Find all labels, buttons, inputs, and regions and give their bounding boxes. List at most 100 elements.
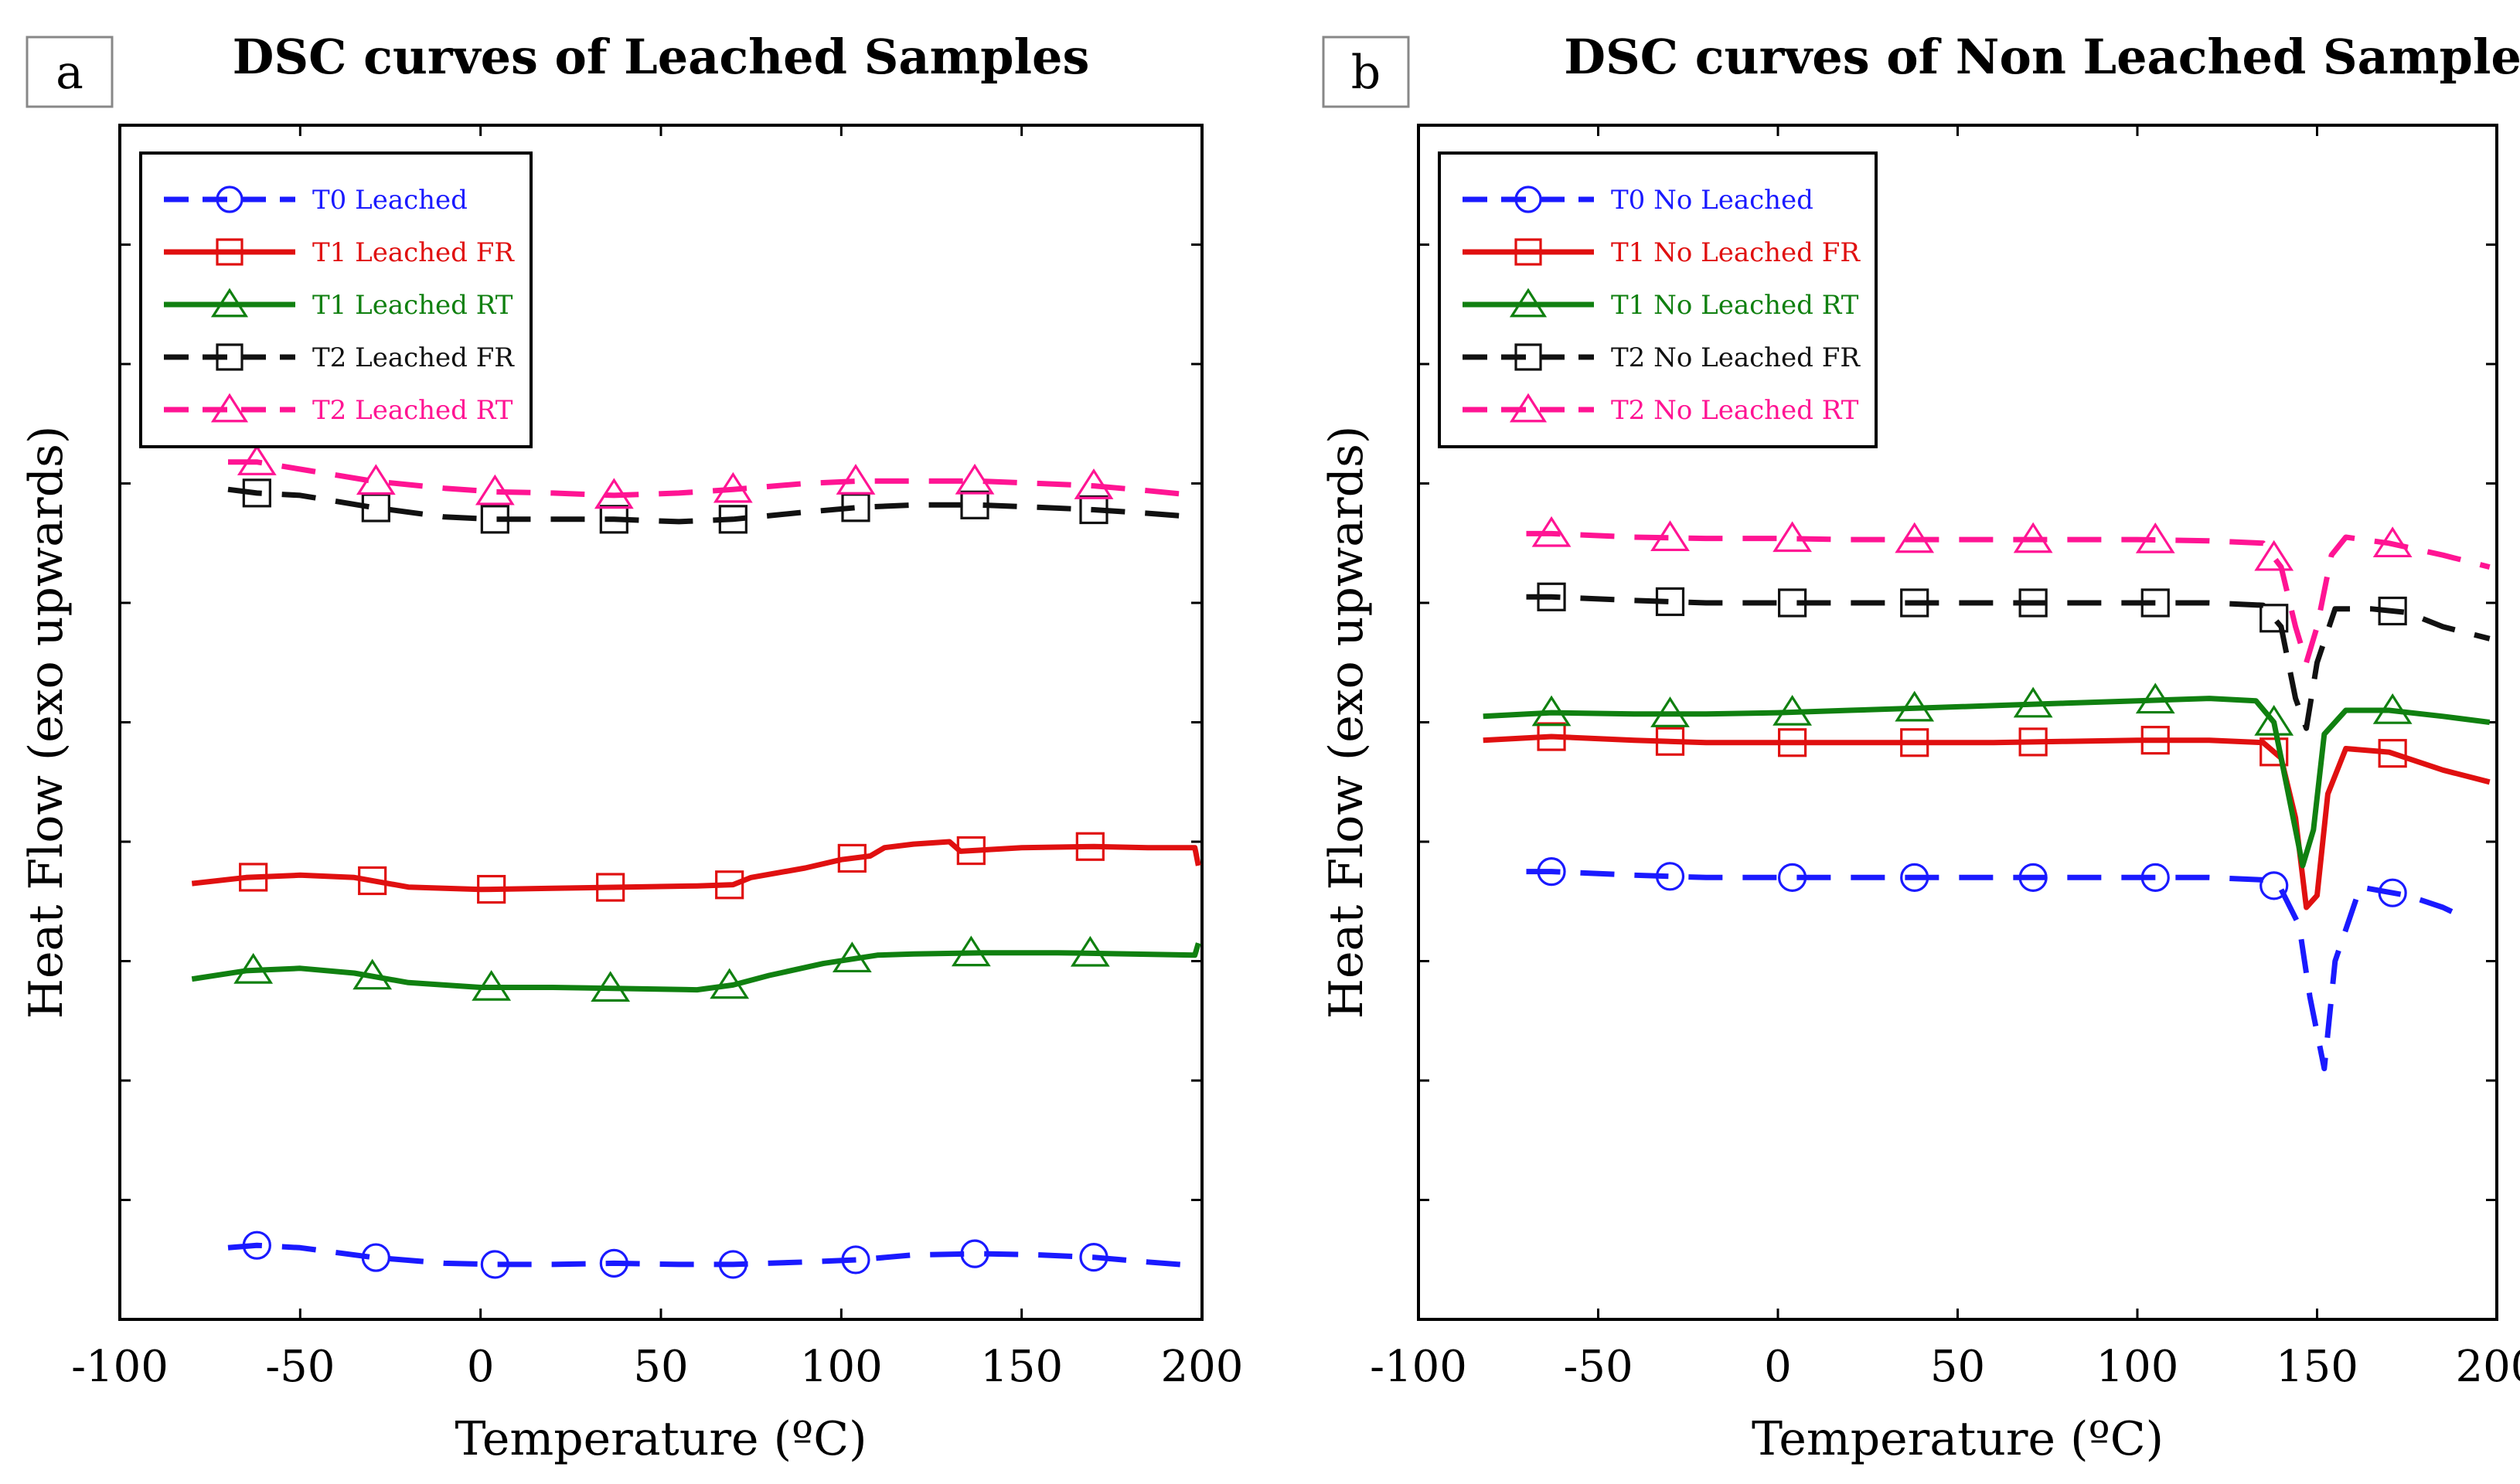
legend-label: T1 No Leached FR (1611, 237, 1861, 268)
data-point-marker (1074, 468, 1114, 499)
series-line-t1-leached-rt (191, 942, 1201, 993)
data-point-marker (1900, 728, 1929, 757)
legend-marker (210, 288, 249, 318)
legend-marker (1509, 393, 1548, 423)
legend-label: T2 No Leached FR (1611, 342, 1861, 373)
data-point-marker (2140, 863, 2170, 892)
legend-marker (216, 186, 243, 213)
data-point-marker (2259, 737, 2289, 767)
data-point-marker (1773, 521, 1813, 553)
data-point-marker (358, 866, 387, 896)
data-point-marker (2018, 863, 2048, 892)
data-point-marker (2135, 682, 2175, 714)
x-tick-label: 100 (800, 1342, 883, 1392)
series-t1-no-leached-rt (1483, 682, 2491, 869)
data-point-marker (715, 870, 744, 900)
legend: T0 Leached T1 Leached FR T1 Leached RT T2 L… (139, 151, 533, 448)
x-tick-label: 150 (2276, 1342, 2358, 1392)
data-point-marker (2372, 526, 2413, 558)
data-point-marker (239, 863, 268, 892)
series-line-t1-no-leached-fr (1483, 733, 2491, 910)
legend-marker (216, 343, 243, 371)
legend-item: T2 Leached FR (164, 342, 515, 373)
x-tick-label: -100 (71, 1342, 169, 1392)
data-point-marker (475, 474, 515, 505)
legend-item: T0 No Leached (1463, 185, 1813, 216)
x-tick-label: 50 (1930, 1342, 1985, 1392)
y-axis-label: Heat Flow (exo upwards) (19, 426, 73, 1019)
data-point-marker (710, 968, 750, 999)
legend-label: T2 No Leached RT (1611, 395, 1859, 426)
series-t2-leached-fr (227, 478, 1195, 534)
data-point-marker (841, 1245, 870, 1275)
data-point-marker (960, 490, 989, 519)
legend-label: T1 Leached FR (312, 237, 515, 268)
data-point-marker (1778, 588, 1807, 618)
x-tick-label: 150 (980, 1342, 1063, 1392)
legend-marker (1509, 288, 1548, 318)
data-point-marker (1537, 722, 1566, 751)
data-point-marker (1895, 522, 1935, 553)
series-t2-no-leached-rt (1526, 516, 2491, 665)
legend-label: T0 No Leached (1611, 185, 1813, 216)
data-point-marker (2018, 727, 2048, 757)
legend-item: T2 No Leached RT (1463, 393, 1859, 426)
legend-label: T2 Leached FR (312, 342, 515, 373)
data-point-marker (2254, 539, 2294, 571)
chart-title: DSC curves of Non Leached Samples (1564, 29, 2520, 85)
x-tick-label: 0 (1764, 1342, 1792, 1392)
series-t2-leached-rt (228, 444, 1196, 509)
data-point-marker (956, 836, 986, 866)
data-point-marker (480, 505, 509, 534)
chart-title: DSC curves of Leached Samples (233, 29, 1090, 85)
data-point-marker (1900, 863, 1929, 892)
data-point-marker (832, 941, 872, 973)
series-line-t0-no-leached (1526, 869, 2470, 1071)
data-point-marker (1655, 862, 1685, 891)
data-point-marker (951, 935, 991, 967)
panel-label: b (1351, 46, 1381, 100)
data-point-marker (356, 464, 396, 495)
data-point-marker (2013, 522, 2053, 553)
data-point-marker (1537, 582, 1566, 611)
data-point-marker (837, 843, 867, 873)
data-point-marker (836, 464, 876, 495)
series-t0-leached (227, 1230, 1195, 1279)
legend-item: T2 No Leached FR (1463, 342, 1861, 373)
x-tick-label: 100 (2096, 1342, 2179, 1392)
series-line-t2-leached-rt (228, 459, 1196, 499)
legend-label: T0 Leached (312, 185, 468, 216)
data-point-marker (477, 874, 506, 904)
x-tick-label: 200 (1161, 1342, 1244, 1392)
y-axis-label: Heat Flow (exo upwards) (1320, 426, 1374, 1019)
x-tick-label: -50 (1563, 1342, 1633, 1392)
x-axis-label: Temperature (ºC) (1752, 1412, 2164, 1466)
series-line-t1-no-leached-rt (1483, 696, 2491, 869)
legend-marker (210, 393, 249, 423)
panel-label-box (26, 36, 114, 108)
data-point-marker (1650, 520, 1690, 552)
legend-item: T2 Leached RT (164, 393, 513, 426)
data-point-marker (2259, 871, 2289, 900)
data-point-marker (2140, 726, 2170, 755)
data-point-marker (1655, 727, 1685, 756)
x-tick-label: 0 (467, 1342, 495, 1392)
data-point-marker (596, 873, 625, 902)
data-point-marker (1079, 495, 1108, 525)
x-tick-label: 200 (2456, 1342, 2520, 1392)
legend-item: T1 Leached FR (164, 237, 515, 268)
data-point-marker (718, 1250, 747, 1279)
legend-label: T2 Leached RT (312, 395, 513, 426)
legend-item: T1 Leached RT (164, 288, 513, 321)
data-point-marker (2018, 588, 2048, 618)
data-point-marker (2372, 693, 2413, 724)
legend-label: T1 No Leached RT (1611, 290, 1859, 321)
legend-marker (1514, 186, 1542, 213)
legend-label: T1 Leached RT (312, 290, 513, 321)
chart-panel-a: a DSC curves of Leached Samples -100 -50 0 50… (19, 29, 1243, 1466)
data-point-marker (2013, 686, 2053, 718)
data-point-marker (1900, 588, 1929, 618)
series-t1-leached-fr (191, 832, 1201, 904)
legend: T0 No Leached T1 No Leached FR T1 No Leach… (1438, 151, 1878, 448)
